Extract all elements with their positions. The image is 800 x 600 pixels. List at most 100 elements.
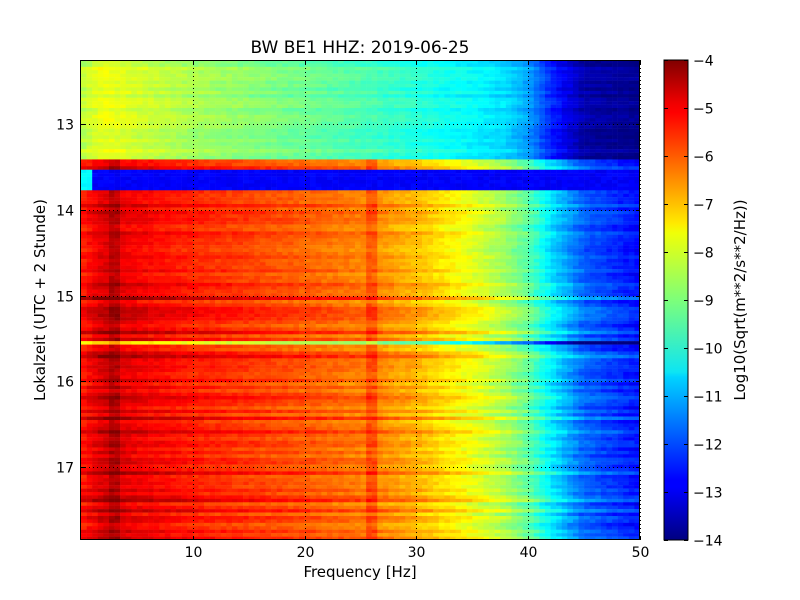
heatmap-cell — [522, 159, 529, 164]
heatmap-cell — [181, 73, 188, 78]
heatmap-cell — [589, 128, 596, 133]
heatmap-cell — [522, 70, 529, 74]
heatmap-cell — [148, 207, 154, 212]
heatmap-cell — [243, 128, 249, 133]
heatmap-cell — [505, 221, 512, 225]
heatmap-cell — [215, 111, 222, 116]
heatmap-cell — [215, 197, 222, 201]
heatmap-cell — [589, 193, 596, 198]
heatmap-cell — [377, 173, 384, 177]
heatmap-cell — [433, 121, 440, 126]
heatmap-cell — [528, 162, 535, 167]
heatmap-cell — [466, 87, 473, 92]
heatmap-cell — [567, 84, 574, 88]
heatmap-cell — [556, 101, 563, 105]
heatmap-cell — [271, 204, 277, 208]
heatmap-cell — [304, 77, 311, 81]
heatmap-cell — [533, 70, 540, 74]
heatmap-cell — [142, 207, 149, 212]
heatmap-cell — [533, 228, 540, 232]
heatmap-cell — [584, 77, 590, 81]
heatmap-cell — [187, 149, 194, 153]
heatmap-cell — [550, 204, 557, 208]
heatmap-cell — [243, 173, 249, 177]
heatmap-cell — [198, 224, 205, 229]
heatmap-cell — [449, 87, 456, 92]
heatmap-cell — [416, 84, 423, 88]
heatmap-cell — [382, 73, 389, 78]
heatmap-cell — [584, 63, 590, 68]
heatmap-cell — [483, 63, 490, 68]
heatmap-cell — [366, 173, 372, 177]
heatmap-cell — [299, 138, 305, 143]
heatmap-cell — [304, 214, 311, 218]
heatmap-cell — [215, 173, 222, 177]
heatmap-cell — [494, 114, 501, 119]
heatmap-cell — [315, 214, 322, 218]
heatmap-cell — [97, 214, 104, 218]
heatmap-cell — [360, 200, 367, 205]
heatmap-cell — [584, 152, 590, 157]
heatmap-cell — [332, 121, 339, 126]
heatmap-cell — [494, 149, 501, 153]
heatmap-cell — [360, 190, 367, 194]
heatmap-cell — [354, 114, 361, 119]
heatmap-cell — [343, 159, 350, 164]
heatmap-cell — [366, 90, 372, 95]
heatmap-cell — [271, 132, 277, 136]
heatmap-cell — [399, 142, 406, 146]
heatmap-cell — [254, 193, 261, 198]
heatmap-cell — [606, 60, 613, 64]
heatmap-cell — [148, 228, 154, 232]
heatmap-cell — [293, 193, 300, 198]
heatmap-cell — [343, 190, 350, 194]
heatmap-cell — [120, 176, 126, 181]
heatmap-cell — [215, 138, 222, 143]
heatmap-cell — [103, 186, 110, 191]
heatmap-cell — [237, 135, 244, 140]
heatmap-cell — [259, 204, 266, 208]
heatmap-cell — [584, 162, 590, 167]
heatmap-cell — [455, 221, 462, 225]
heatmap-cell — [578, 152, 585, 157]
heatmap-cell — [578, 169, 585, 174]
heatmap-cell — [421, 217, 428, 222]
heatmap-cell — [483, 176, 490, 181]
heatmap-cell — [539, 70, 546, 74]
heatmap-cell — [203, 84, 210, 88]
heatmap-cell — [544, 108, 551, 112]
heatmap-cell — [550, 80, 557, 85]
heatmap-cell — [360, 90, 367, 95]
heatmap-cell — [483, 73, 490, 78]
heatmap-cell — [226, 84, 233, 88]
heatmap-cell — [271, 108, 277, 112]
heatmap-cell — [416, 73, 423, 78]
heatmap-cell — [259, 214, 266, 218]
heatmap-cell — [421, 210, 428, 215]
heatmap-cell — [634, 162, 640, 167]
heatmap-cell — [81, 180, 87, 184]
heatmap-cell — [299, 207, 305, 212]
heatmap-cell — [265, 145, 272, 150]
heatmap-cell — [433, 104, 440, 109]
heatmap-cell — [517, 152, 523, 157]
heatmap-cell — [142, 169, 149, 174]
heatmap-cell — [416, 66, 423, 71]
heatmap-cell — [92, 114, 99, 119]
heatmap-cell — [192, 183, 199, 188]
heatmap-cell — [198, 162, 205, 167]
heatmap-cell — [287, 180, 294, 184]
heatmap-cell — [421, 169, 428, 174]
heatmap-cell — [589, 207, 596, 212]
heatmap-cell — [444, 217, 451, 222]
heatmap-cell — [388, 66, 395, 71]
heatmap-cell — [338, 228, 345, 232]
heatmap-cell — [338, 183, 345, 188]
heatmap-cell — [489, 166, 495, 170]
heatmap-cell — [517, 60, 523, 64]
heatmap-cell — [332, 190, 339, 194]
heatmap-cell — [164, 97, 171, 102]
heatmap-cell — [237, 149, 244, 153]
heatmap-cell — [494, 156, 501, 160]
heatmap-cell — [315, 60, 322, 64]
